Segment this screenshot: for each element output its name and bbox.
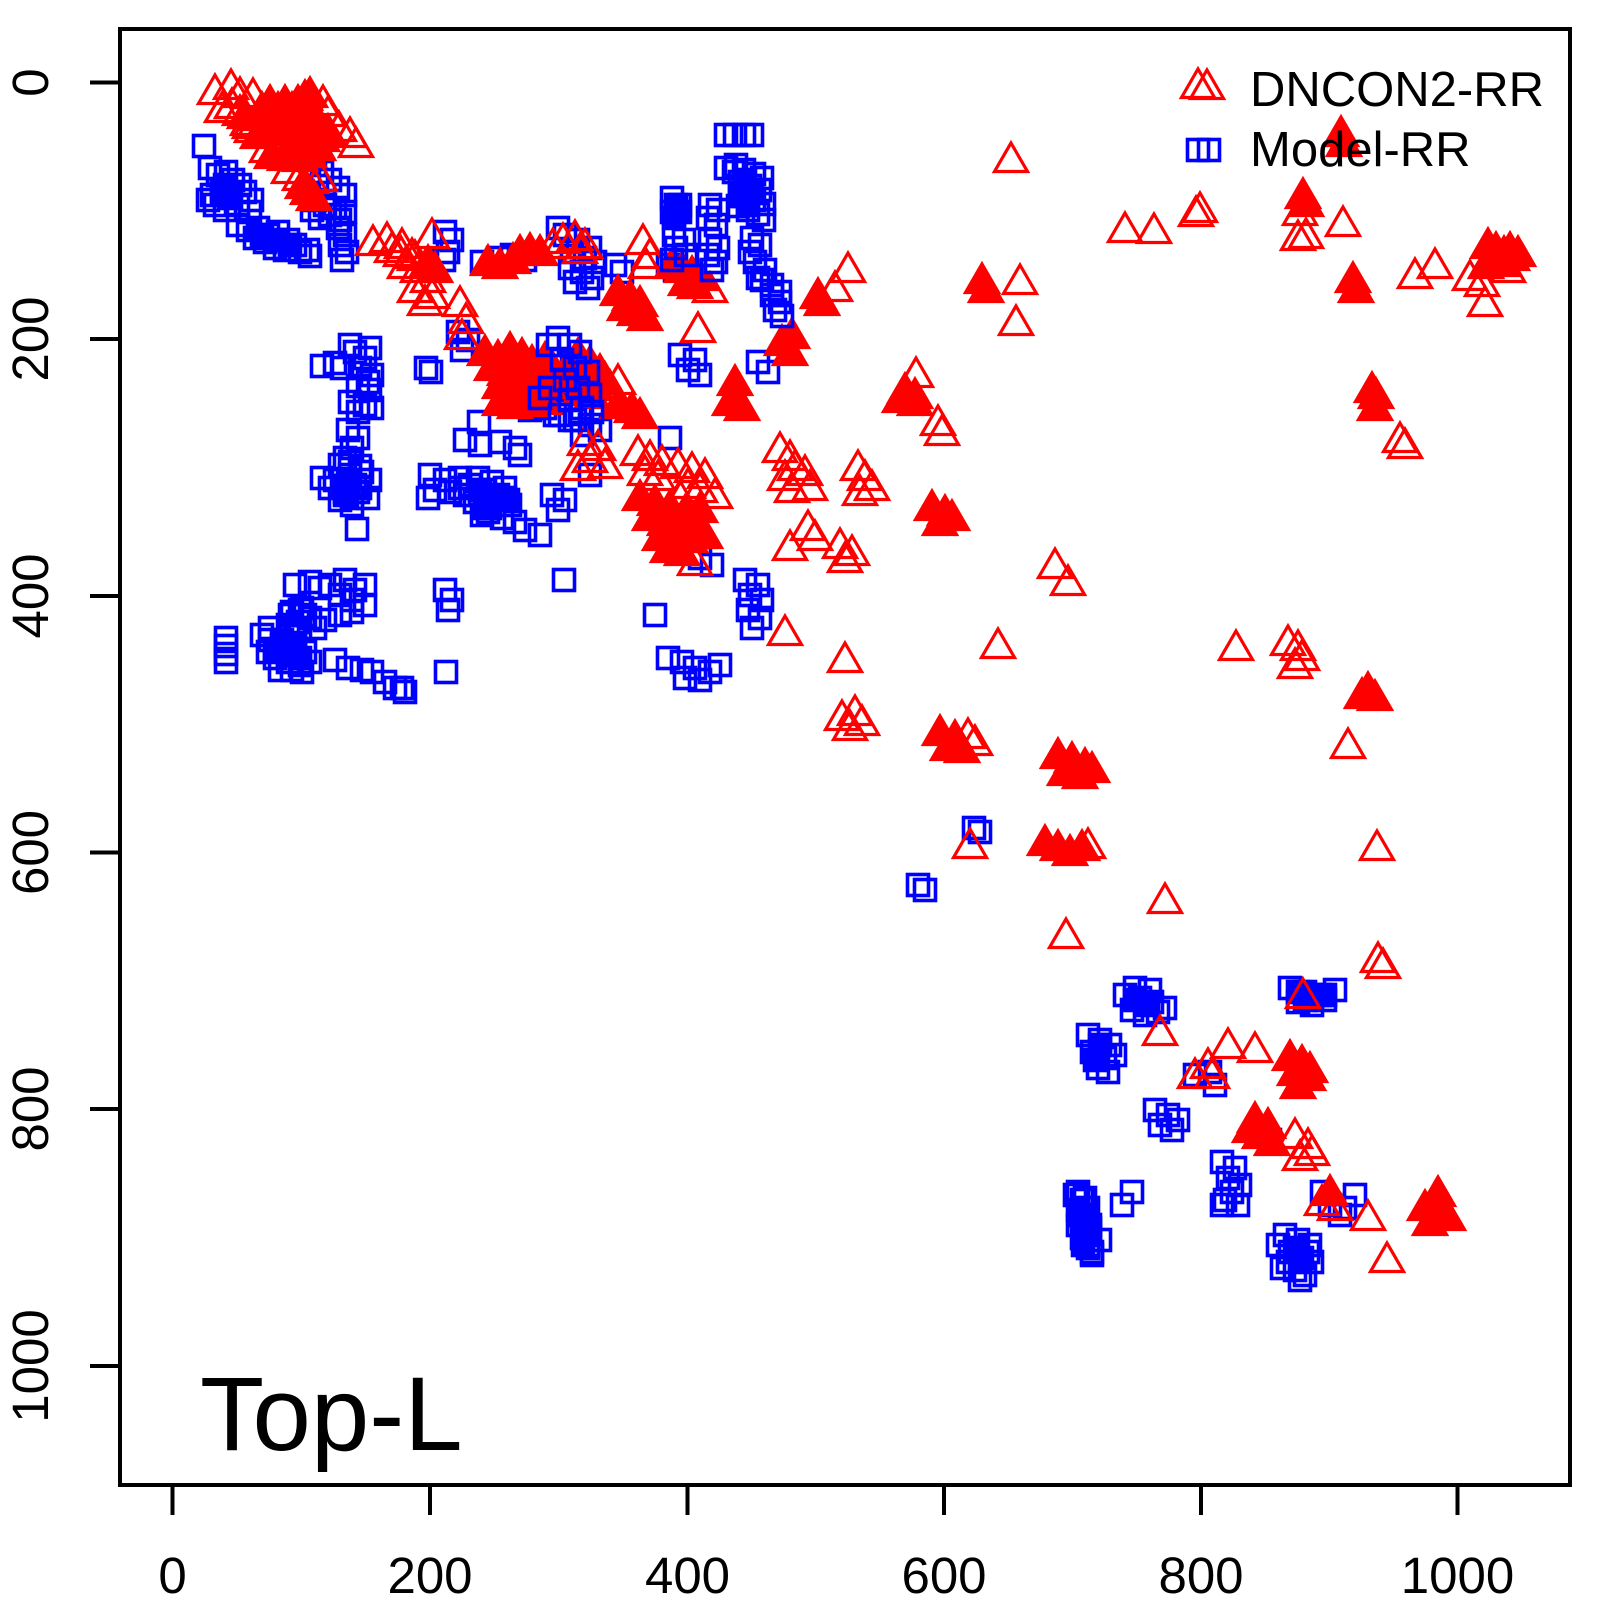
svg-text:200: 200 <box>387 1547 472 1600</box>
svg-text:800: 800 <box>1158 1547 1243 1600</box>
svg-text:1000: 1000 <box>2 1309 59 1422</box>
svg-text:800: 800 <box>2 1066 59 1151</box>
svg-text:600: 600 <box>2 810 59 895</box>
svg-text:Model-RR: Model-RR <box>1250 123 1471 177</box>
svg-text:0: 0 <box>158 1547 186 1600</box>
svg-text:Top-L: Top-L <box>200 1356 463 1473</box>
svg-text:1000: 1000 <box>1401 1547 1514 1600</box>
svg-text:0: 0 <box>2 68 59 96</box>
svg-text:600: 600 <box>901 1547 986 1600</box>
svg-text:DNCON2-RR: DNCON2-RR <box>1250 63 1544 117</box>
svg-text:200: 200 <box>2 296 59 381</box>
svg-text:400: 400 <box>645 1547 730 1600</box>
svg-text:400: 400 <box>2 553 59 638</box>
